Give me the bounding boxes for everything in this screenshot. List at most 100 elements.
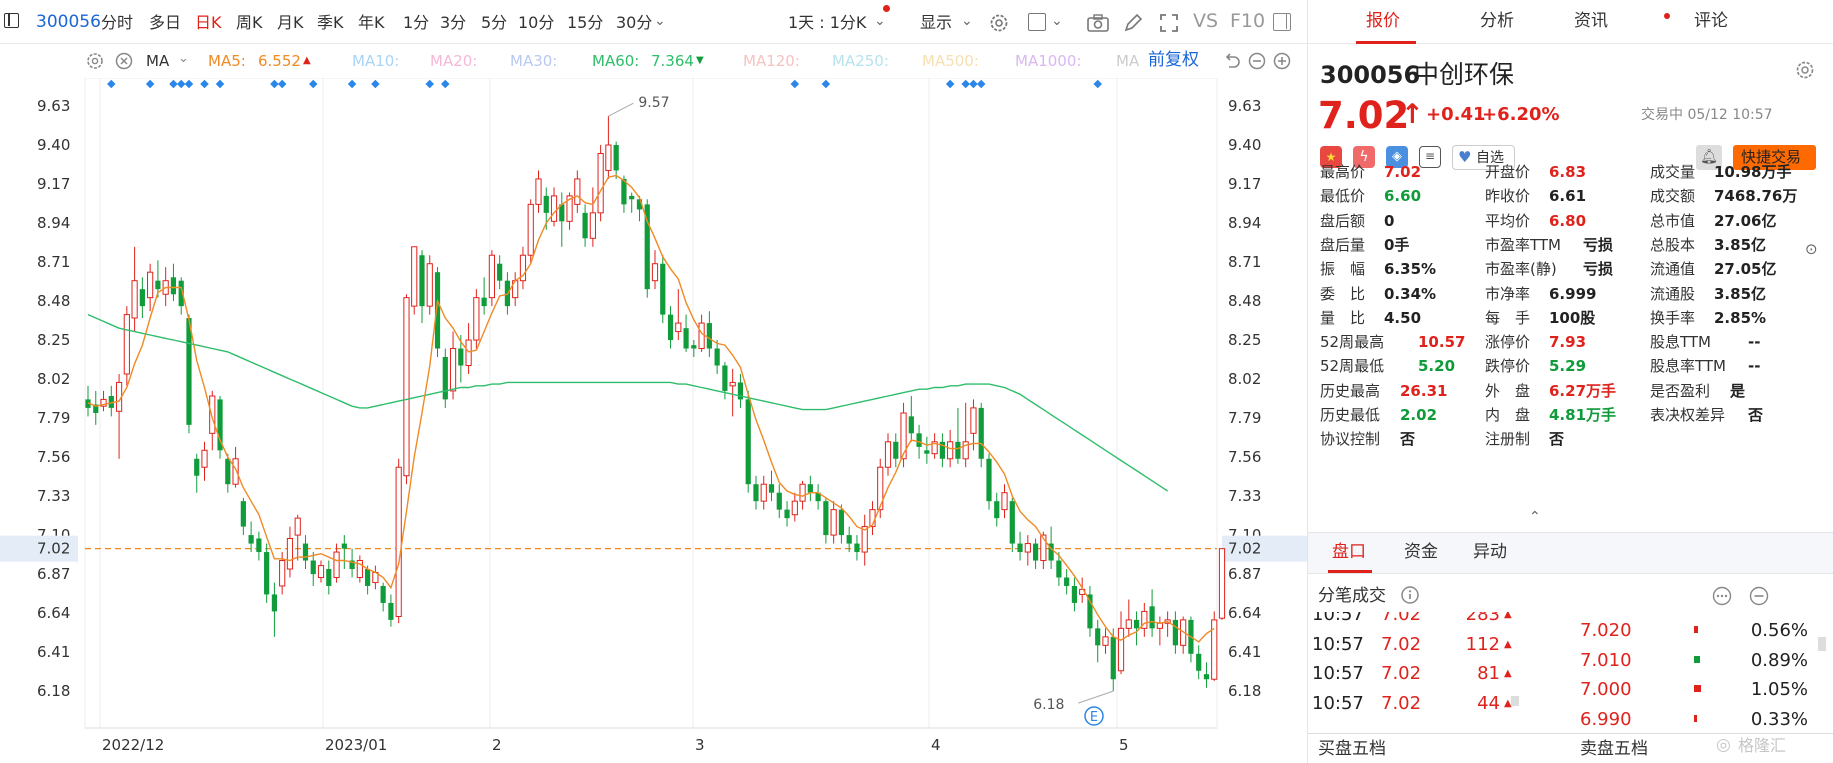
candle[interactable] — [434, 267, 441, 358]
candle[interactable] — [1024, 535, 1031, 566]
candle[interactable] — [326, 560, 332, 595]
candle[interactable] — [201, 441, 208, 481]
candle[interactable] — [651, 250, 659, 290]
settings-icon[interactable] — [85, 51, 105, 71]
candle[interactable] — [123, 306, 130, 386]
candle[interactable] — [962, 402, 969, 468]
candle[interactable] — [597, 145, 604, 222]
candle[interactable] — [550, 187, 558, 227]
adjust-button[interactable]: 前复权 — [1148, 50, 1199, 70]
candle[interactable] — [100, 390, 107, 412]
period-tab[interactable]: 10分 — [518, 13, 555, 32]
candle[interactable] — [799, 480, 806, 510]
candle[interactable] — [310, 552, 316, 586]
candle[interactable] — [341, 535, 347, 570]
range-select[interactable]: 1天 : 1分K — [788, 13, 867, 32]
candle[interactable] — [497, 255, 503, 290]
panel-tab[interactable]: 报价 — [1366, 11, 1400, 31]
book-icon[interactable]: ≡ — [1419, 146, 1441, 168]
event-marker[interactable] — [215, 79, 225, 89]
panel-tab[interactable]: 资讯 — [1574, 11, 1608, 31]
zoom-out-icon[interactable] — [1247, 51, 1267, 71]
candle[interactable] — [574, 170, 581, 213]
zoom-in-icon[interactable] — [1272, 51, 1292, 71]
period-tab[interactable]: 季K — [317, 13, 344, 32]
stock-code[interactable]: 300056 — [36, 12, 101, 32]
event-marker[interactable] — [1093, 79, 1102, 89]
candle[interactable] — [706, 311, 712, 358]
camera-icon[interactable] — [1086, 12, 1110, 34]
period-tab[interactable]: 分时 — [101, 13, 134, 32]
period-tab[interactable]: 多日 — [149, 13, 182, 32]
candle[interactable] — [449, 331, 457, 400]
gear-icon[interactable] — [988, 12, 1010, 34]
candle[interactable] — [411, 246, 418, 315]
candle[interactable] — [1087, 585, 1093, 637]
candle[interactable] — [978, 402, 984, 468]
candle[interactable] — [986, 453, 992, 510]
candle[interactable] — [722, 362, 728, 400]
candle[interactable] — [582, 204, 588, 247]
candle[interactable] — [931, 433, 938, 459]
candle[interactable] — [900, 402, 907, 468]
ma-label[interactable]: MA — [146, 52, 170, 70]
panel-tab[interactable]: 分析 — [1480, 11, 1514, 31]
candle[interactable] — [178, 277, 184, 315]
candle[interactable] — [535, 170, 542, 213]
earnings-event-icon[interactable] — [1084, 706, 1104, 726]
candle[interactable] — [1032, 538, 1039, 570]
event-marker[interactable] — [821, 79, 831, 89]
candle[interactable] — [760, 475, 767, 510]
candle[interactable] — [147, 263, 154, 312]
candle[interactable] — [271, 582, 278, 637]
candle[interactable] — [1203, 662, 1210, 688]
period-tab[interactable]: 月K — [277, 13, 304, 32]
event-marker[interactable] — [790, 79, 800, 89]
chevron-down-icon[interactable]: ⌄ — [178, 51, 189, 66]
candle[interactable] — [264, 543, 270, 603]
panel-toggle-icon[interactable] — [1273, 13, 1291, 31]
candle[interactable] — [846, 526, 852, 553]
candle[interactable] — [256, 531, 262, 561]
event-marker[interactable] — [945, 79, 955, 89]
candle[interactable] — [93, 390, 99, 425]
candle[interactable] — [955, 407, 961, 464]
candle[interactable] — [108, 385, 114, 417]
quick-trade-button[interactable]: 快捷交易 — [1733, 145, 1816, 170]
candle[interactable] — [139, 277, 145, 318]
candle[interactable] — [1125, 599, 1132, 637]
candle[interactable] — [924, 436, 930, 464]
candle[interactable] — [791, 492, 798, 522]
candle[interactable] — [217, 396, 223, 459]
chevron-down-icon[interactable]: ⌄ — [1051, 13, 1063, 29]
candle[interactable] — [621, 175, 627, 213]
sidebar-toggle-icon[interactable] — [4, 13, 19, 28]
candle[interactable] — [294, 514, 301, 561]
candle[interactable] — [970, 399, 977, 451]
period-tab[interactable]: 15分 — [567, 13, 604, 32]
candle[interactable] — [1009, 497, 1015, 553]
candle[interactable] — [1156, 616, 1163, 646]
candle[interactable] — [419, 250, 425, 324]
color-square-icon[interactable] — [1028, 13, 1046, 31]
undo-icon[interactable] — [1222, 51, 1242, 71]
event-marker[interactable] — [145, 79, 155, 89]
candle[interactable] — [372, 565, 379, 590]
period-tab[interactable]: 5分 — [481, 13, 508, 32]
candle[interactable] — [1071, 577, 1078, 612]
event-marker[interactable] — [169, 79, 178, 89]
candle[interactable] — [186, 314, 192, 434]
candle[interactable] — [660, 255, 666, 324]
candle[interactable] — [1188, 616, 1194, 663]
event-marker[interactable] — [441, 79, 450, 89]
candle[interactable] — [1133, 611, 1140, 646]
event-marker[interactable] — [371, 79, 380, 89]
candle[interactable] — [994, 492, 1000, 527]
close-circle-icon[interactable] — [114, 51, 134, 71]
candle[interactable] — [776, 484, 782, 519]
candle[interactable] — [426, 255, 433, 315]
period-tab[interactable]: 30分 — [616, 13, 653, 32]
candle[interactable] — [691, 340, 697, 358]
candle[interactable] — [333, 543, 340, 583]
event-marker[interactable] — [976, 79, 986, 89]
